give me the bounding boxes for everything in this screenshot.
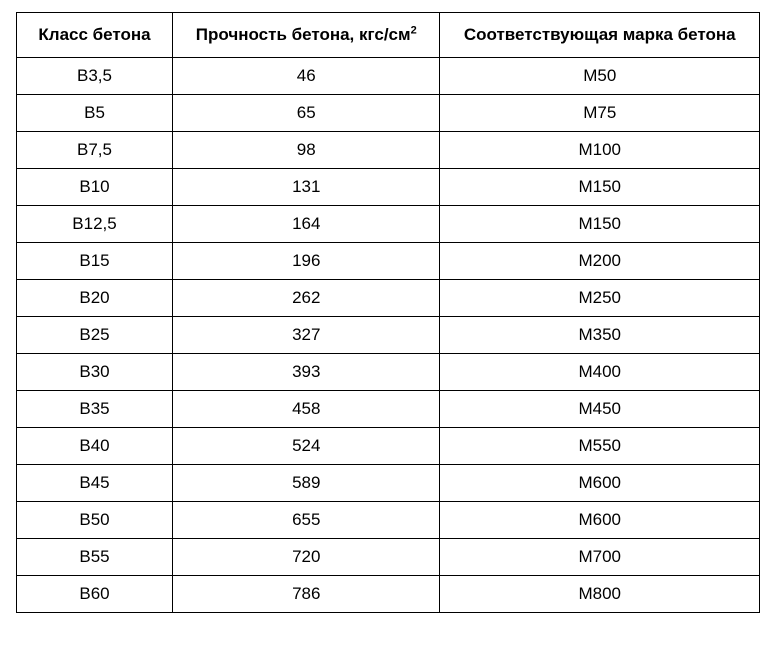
col-header-strength: Прочность бетона, кгс/см2 (173, 13, 440, 58)
table-row: B15196M200 (17, 243, 760, 280)
cell-grade: M600 (440, 465, 760, 502)
cell-class: B20 (17, 280, 173, 317)
table-row: B7,598M100 (17, 132, 760, 169)
col-header-class: Класс бетона (17, 13, 173, 58)
cell-grade: M50 (440, 58, 760, 95)
cell-class: B60 (17, 576, 173, 613)
cell-class: B10 (17, 169, 173, 206)
table-body: B3,546M50 B565M75 B7,598M100 B10131M150 … (17, 58, 760, 613)
table-row: B565M75 (17, 95, 760, 132)
cell-class: B45 (17, 465, 173, 502)
cell-class: B12,5 (17, 206, 173, 243)
table-row: B40524M550 (17, 428, 760, 465)
cell-class: B3,5 (17, 58, 173, 95)
cell-strength: 655 (173, 502, 440, 539)
cell-grade: M150 (440, 169, 760, 206)
cell-strength: 65 (173, 95, 440, 132)
cell-class: B15 (17, 243, 173, 280)
table-row: B35458M450 (17, 391, 760, 428)
page: Класс бетона Прочность бетона, кгс/см2 С… (0, 0, 776, 648)
cell-grade: M400 (440, 354, 760, 391)
cell-grade: M600 (440, 502, 760, 539)
cell-grade: M450 (440, 391, 760, 428)
cell-class: B25 (17, 317, 173, 354)
cell-strength: 262 (173, 280, 440, 317)
cell-strength: 720 (173, 539, 440, 576)
cell-grade: M800 (440, 576, 760, 613)
table-row: B10131M150 (17, 169, 760, 206)
cell-strength: 458 (173, 391, 440, 428)
table-row: B50655M600 (17, 502, 760, 539)
cell-strength: 393 (173, 354, 440, 391)
cell-strength: 131 (173, 169, 440, 206)
cell-strength: 98 (173, 132, 440, 169)
cell-class: B30 (17, 354, 173, 391)
cell-strength: 196 (173, 243, 440, 280)
cell-strength: 327 (173, 317, 440, 354)
concrete-grades-table: Класс бетона Прочность бетона, кгс/см2 С… (16, 12, 760, 613)
cell-strength: 524 (173, 428, 440, 465)
col-header-grade: Соответствующая марка бетона (440, 13, 760, 58)
cell-grade: M100 (440, 132, 760, 169)
cell-grade: M350 (440, 317, 760, 354)
cell-grade: M150 (440, 206, 760, 243)
table-row: B3,546M50 (17, 58, 760, 95)
table-row: B60786M800 (17, 576, 760, 613)
table-row: B12,5164M150 (17, 206, 760, 243)
cell-class: B35 (17, 391, 173, 428)
cell-class: B50 (17, 502, 173, 539)
cell-class: B7,5 (17, 132, 173, 169)
table-row: B55720M700 (17, 539, 760, 576)
table-row: B45589M600 (17, 465, 760, 502)
cell-class: B5 (17, 95, 173, 132)
table-row: B25327M350 (17, 317, 760, 354)
table-row: B20262M250 (17, 280, 760, 317)
cell-class: B55 (17, 539, 173, 576)
cell-grade: M200 (440, 243, 760, 280)
cell-strength: 589 (173, 465, 440, 502)
table-header: Класс бетона Прочность бетона, кгс/см2 С… (17, 13, 760, 58)
cell-grade: M75 (440, 95, 760, 132)
cell-grade: M550 (440, 428, 760, 465)
table-header-row: Класс бетона Прочность бетона, кгс/см2 С… (17, 13, 760, 58)
cell-strength: 46 (173, 58, 440, 95)
cell-strength: 786 (173, 576, 440, 613)
cell-grade: M250 (440, 280, 760, 317)
cell-grade: M700 (440, 539, 760, 576)
table-row: B30393M400 (17, 354, 760, 391)
cell-strength: 164 (173, 206, 440, 243)
cell-class: B40 (17, 428, 173, 465)
